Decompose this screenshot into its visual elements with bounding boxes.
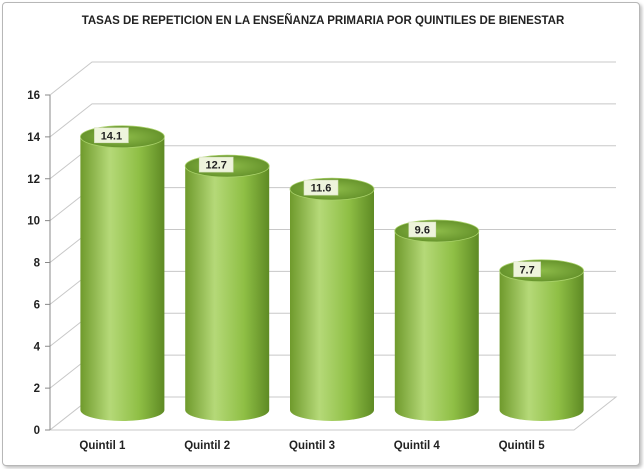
y-tick-label: 10 bbox=[27, 216, 40, 228]
bar-body bbox=[290, 189, 374, 421]
y-tick-label: 16 bbox=[27, 90, 40, 102]
y-tick-label: 12 bbox=[27, 174, 40, 186]
data-label: 9.6 bbox=[415, 225, 430, 237]
y-tick-label: 6 bbox=[34, 299, 40, 311]
data-label-box bbox=[303, 179, 339, 196]
y-tick-label: 0 bbox=[34, 425, 40, 437]
x-tick-label: Quintil 1 bbox=[79, 440, 126, 452]
bar-body bbox=[394, 231, 479, 421]
x-tick-label: Quintil 5 bbox=[499, 440, 546, 452]
bar-top bbox=[499, 259, 584, 283]
gridline-16 bbox=[49, 61, 616, 96]
y-tick-label: 14 bbox=[27, 132, 40, 144]
data-label-box bbox=[94, 127, 129, 144]
bar-4: 9.6 bbox=[394, 219, 480, 421]
data-label: 11.6 bbox=[311, 183, 332, 195]
x-tick-label: Quintil 2 bbox=[184, 440, 230, 452]
bar-body bbox=[80, 136, 165, 421]
y-tick-labels: 0 2 4 6 8 10 12 14 16 bbox=[27, 90, 40, 437]
data-label-box bbox=[408, 221, 437, 238]
bar-1: 14.1 bbox=[80, 125, 165, 421]
bar-body bbox=[185, 166, 270, 421]
gridline-14 bbox=[49, 103, 616, 138]
x-tick-label: Quintil 4 bbox=[394, 440, 441, 452]
bars: 14.1 12.7 11.6 9.6 7.7 bbox=[80, 125, 584, 421]
y-tick-label: 2 bbox=[34, 383, 40, 395]
bar-5: 7.7 bbox=[499, 259, 584, 421]
y-tick-label: 8 bbox=[34, 258, 41, 270]
y-tick-label: 4 bbox=[34, 341, 41, 353]
bar-body bbox=[499, 270, 584, 421]
data-label-box bbox=[513, 261, 541, 278]
x-tick-labels: Quintil 1 Quintil 2 Quintil 3 Quintil 4 Quin… bbox=[79, 440, 545, 452]
x-tick-label: Quintil 3 bbox=[289, 440, 335, 452]
bar-2: 12.7 bbox=[184, 154, 270, 421]
data-label-box bbox=[198, 156, 234, 173]
data-label: 14.1 bbox=[101, 130, 122, 142]
chart-title: TASAS DE REPETICION EN LA ENSEÑANZA PRIM… bbox=[82, 14, 565, 27]
bar-top bbox=[394, 219, 480, 243]
bar-3: 11.6 bbox=[289, 177, 375, 421]
data-label: 12.7 bbox=[205, 160, 226, 172]
data-label: 7.7 bbox=[519, 264, 534, 276]
